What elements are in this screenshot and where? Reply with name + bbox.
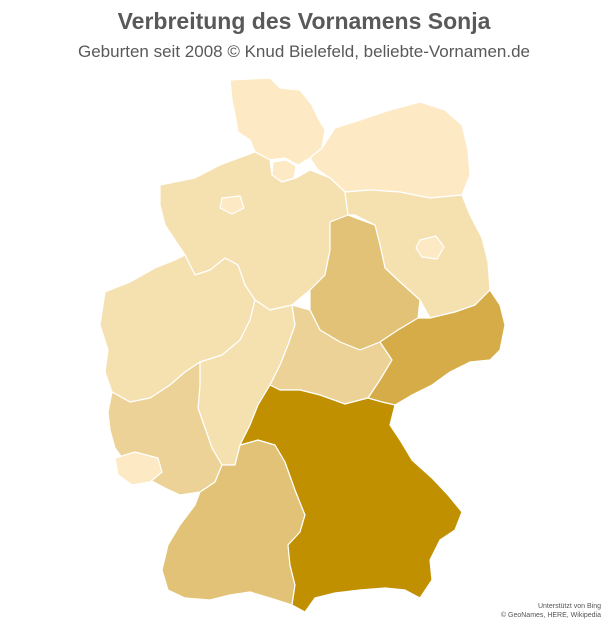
- region-saarland: [114, 451, 163, 486]
- credit-line-bing: Unterstützt von Bing: [537, 603, 601, 610]
- region-berlin: [415, 235, 445, 260]
- region-bremen: [219, 195, 245, 215]
- region-schleswig-holstein: [229, 77, 326, 166]
- region-bayern: [239, 384, 463, 613]
- credit-line-sources: © GeoNames, HERE, Wikipedia: [500, 612, 601, 619]
- map-subtitle: Geburten seit 2008 © Knud Bielefeld, bel…: [78, 42, 530, 61]
- map-credit: Unterstützt von Bing © GeoNames, HERE, W…: [501, 602, 601, 620]
- region-sachsen: [367, 289, 506, 406]
- map-title: Verbreitung des Vornamens Sonja: [117, 8, 491, 34]
